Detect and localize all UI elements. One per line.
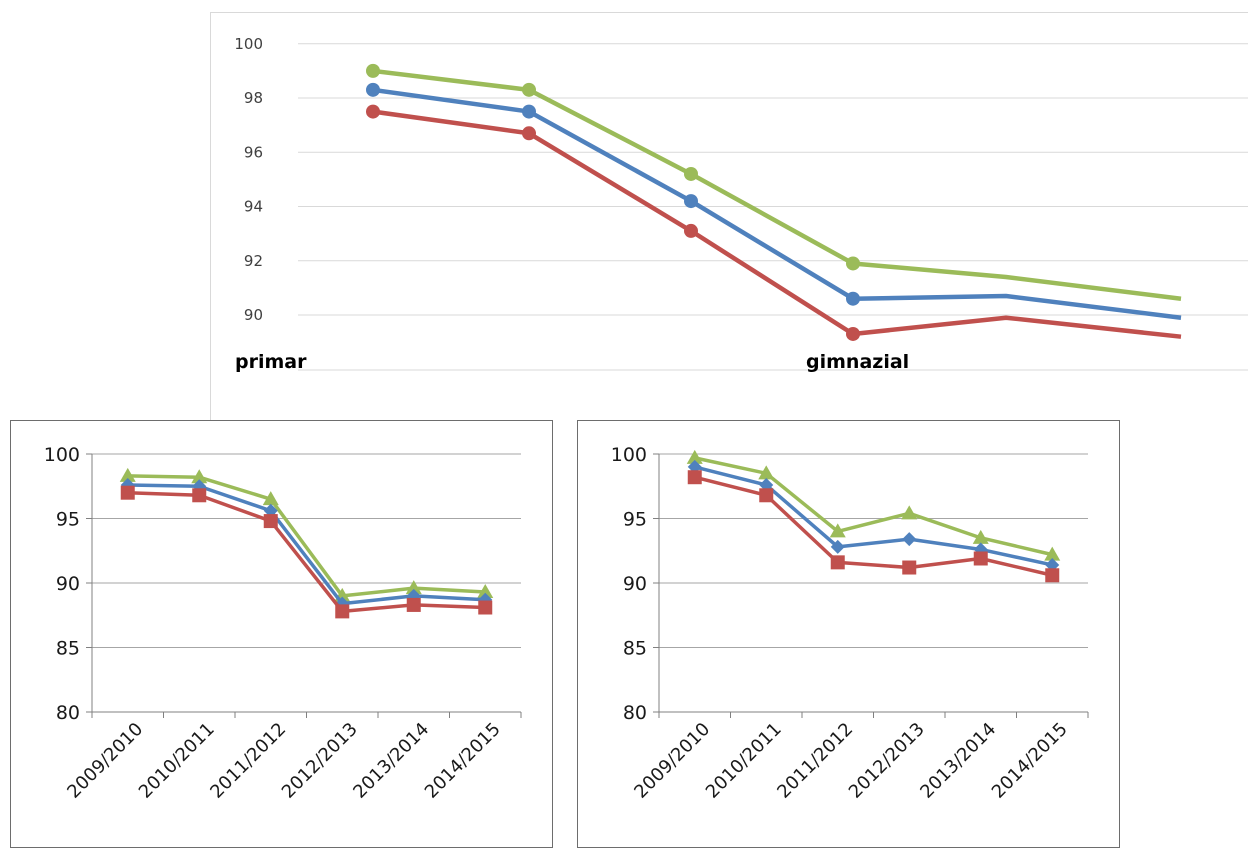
right-x-category-label: 2010/2011 [702,719,786,803]
left-series-point [262,491,279,506]
right-series-point [973,551,988,566]
left-x-category-label: 2011/2012 [206,719,290,803]
top-y-tick-label: 96 [244,143,263,161]
left-y-tick-label: 100 [44,444,80,466]
left-x-category-label: 2012/2013 [278,719,362,803]
right-x-category-label: 2013/2014 [916,719,1000,803]
section-label-gimnazial: gimnazial [806,351,909,373]
left-series-point [478,600,493,615]
left-series-point [478,592,493,607]
top-series-point [684,194,698,209]
left-chart-panel: 80 85 90 95 100 2009/2010 2010/2011 2011/2012 20… [10,420,553,848]
right-y-tick-label: 95 [623,509,647,531]
left-x-category-label: 2010/2011 [135,719,219,803]
right-series-point [1044,546,1061,561]
top-series-line [372,68,1182,301]
left-x-category-label: 2009/2010 [63,719,147,803]
right-series-point [973,542,988,557]
left-series-point [335,596,350,611]
right-series-point [1045,568,1060,583]
right-x-category-label: 2012/2013 [845,719,929,803]
top-series-point [684,223,698,238]
right-series-point [901,505,918,520]
top-y-tick-label: 100 [234,35,263,53]
right-y-tick-label: 90 [623,573,647,595]
top-series-point [366,104,380,119]
left-series-point [406,588,421,603]
top-y-tick-label: 92 [244,252,263,270]
left-chart-svg: 808590951002009/20102010/20112011/201220… [44,444,522,803]
left-y-tick-label: 90 [56,573,80,595]
top-series-point [846,326,860,341]
left-y-tick-label: 85 [56,638,80,660]
right-series-line [694,465,1053,567]
right-series-point [759,488,774,503]
left-series-point [405,580,422,595]
right-y-tick-label: 100 [611,444,647,466]
left-series-point [263,503,278,518]
right-series-point [686,449,703,464]
top-series-point [846,291,860,306]
right-x-category-label: 2009/2010 [630,719,714,803]
right-series-line [694,456,1053,557]
right-series-line [694,475,1053,577]
right-x-category-label: 2014/2015 [988,719,1072,803]
top-chart-svg: 90 92 94 96 98 100 primar gimnazial [234,35,1248,373]
right-series-point [902,532,917,547]
top-series-point [522,82,536,97]
section-label-primar: primar [235,351,307,373]
right-series-point [972,529,989,544]
left-series-point [335,604,350,619]
left-series-point [192,488,207,503]
left-series-point [191,469,208,484]
right-y-tick-label: 80 [623,702,647,724]
left-series-line [127,490,486,614]
top-series-point [522,104,536,119]
left-series-line [127,483,486,606]
right-x-category-label: 2011/2012 [773,719,857,803]
right-chart-svg: 808590951002009/20102010/20112011/201220… [611,444,1089,803]
top-series-point [684,166,698,181]
left-series-point [477,584,494,599]
left-series-point [120,485,135,500]
right-series-point [829,523,846,538]
top-series-point [522,126,536,141]
right-series-point [687,470,702,485]
top-y-tick-label: 98 [244,89,263,107]
left-y-tick-label: 80 [56,702,80,724]
top-series-line [372,87,1182,320]
left-series-point [406,597,421,612]
top-series-point [366,82,380,97]
right-series-point [830,539,845,554]
left-y-tick-label: 95 [56,509,80,531]
left-x-category-label: 2014/2015 [421,719,505,803]
top-y-tick-label: 94 [244,198,263,216]
top-series-point [366,63,380,78]
left-series-point [263,514,278,529]
right-series-point [758,465,775,480]
top-series-line [372,109,1182,339]
top-y-tick-label: 90 [244,306,263,324]
top-series-point [846,256,860,271]
left-series-point [119,467,136,482]
left-series-line [127,474,486,598]
right-chart-panel: 80 85 90 95 100 2009/2010 2010/2011 2011/2012 20… [577,420,1120,848]
right-y-tick-label: 85 [623,638,647,660]
right-series-point [902,560,917,575]
right-series-point [830,555,845,570]
left-x-category-label: 2013/2014 [349,719,433,803]
